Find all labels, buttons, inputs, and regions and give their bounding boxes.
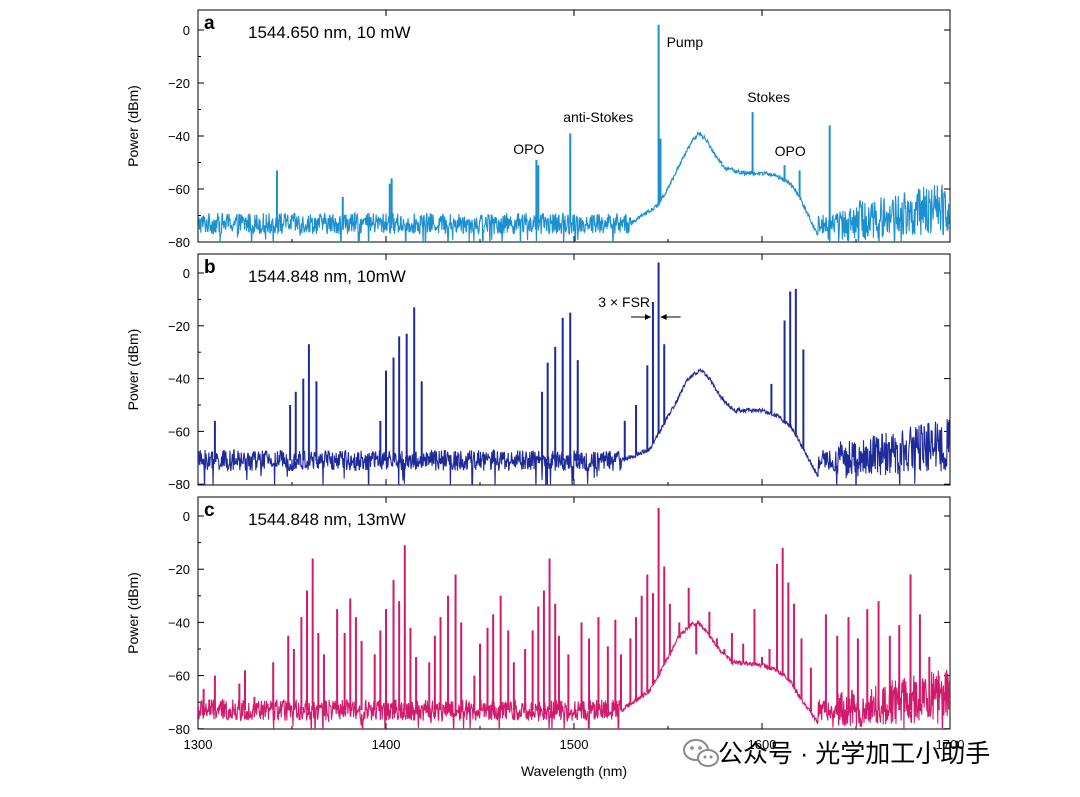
spectrum-trace	[198, 131, 950, 242]
y-tick-label: −80	[168, 722, 190, 737]
panel-letter: b	[204, 257, 216, 278]
y-tick-label: 0	[183, 266, 190, 281]
fsr-arrows	[630, 314, 681, 320]
x-tick-label: 1500	[560, 737, 589, 752]
x-tick-label: 1400	[372, 737, 401, 752]
annotation-label: Pump	[667, 34, 704, 50]
y-axis-label: Power (dBm)	[125, 329, 141, 411]
panel-title: 1544.848 nm, 10mW	[248, 267, 406, 286]
watermark-text: 公众号 · 光学加工小助手	[718, 740, 990, 768]
y-tick-label: −40	[168, 372, 190, 387]
panel-title: 1544.848 nm, 13mW	[248, 510, 406, 529]
spectrum-series	[198, 24, 950, 242]
spectrum-series	[198, 508, 950, 729]
y-tick-label: −60	[168, 424, 190, 439]
y-tick-label: −60	[168, 669, 190, 684]
panel-b: 0 −20 −40 −60 −80 Power (dBm) b 1544.848 nm, 10…	[125, 253, 951, 492]
x-tick-label: 1700	[936, 737, 965, 752]
spectrum-trace	[198, 620, 950, 729]
annotation-label: anti-Stokes	[563, 109, 633, 125]
panel-letter: a	[204, 13, 215, 34]
spectrum-trace	[198, 367, 950, 485]
annotation-label: Stokes	[747, 89, 790, 105]
plot-frame	[197, 9, 951, 243]
annotation-label: OPO	[513, 141, 544, 157]
y-tick-label: −20	[168, 562, 190, 577]
panel-letter: c	[204, 500, 215, 521]
annotation-label: 3 × FSR	[598, 294, 650, 310]
annotation-label: OPO	[775, 143, 806, 159]
panel-a: 0 −20 −40 −60 −80 Power (dBm) a 1544.650 nm, 10…	[125, 9, 951, 250]
y-axis-label: Power (dBm)	[125, 85, 141, 167]
y-tick-label: −80	[168, 235, 190, 250]
y-tick-label: −80	[168, 477, 190, 492]
x-axis-label: Wavelength (nm)	[521, 763, 627, 779]
x-tick-label: 1300	[184, 737, 213, 752]
plot-frame	[197, 253, 951, 486]
y-tick-label: −40	[168, 129, 190, 144]
y-tick-label: −20	[168, 319, 190, 334]
wechat-icon	[683, 739, 719, 767]
watermark: 公众号 · 光学加工小助手	[683, 739, 990, 768]
y-tick-label: −40	[168, 615, 190, 630]
spectrum-series	[198, 262, 950, 485]
y-tick-label: 0	[183, 509, 190, 524]
y-axis-label: Power (dBm)	[125, 572, 141, 654]
y-tick-label: 0	[183, 23, 190, 38]
panel-title: 1544.650 nm, 10 mW	[248, 23, 411, 42]
y-tick-label: −20	[168, 76, 190, 91]
y-tick-label: −60	[168, 182, 190, 197]
x-tick-label: 1600	[748, 737, 777, 752]
